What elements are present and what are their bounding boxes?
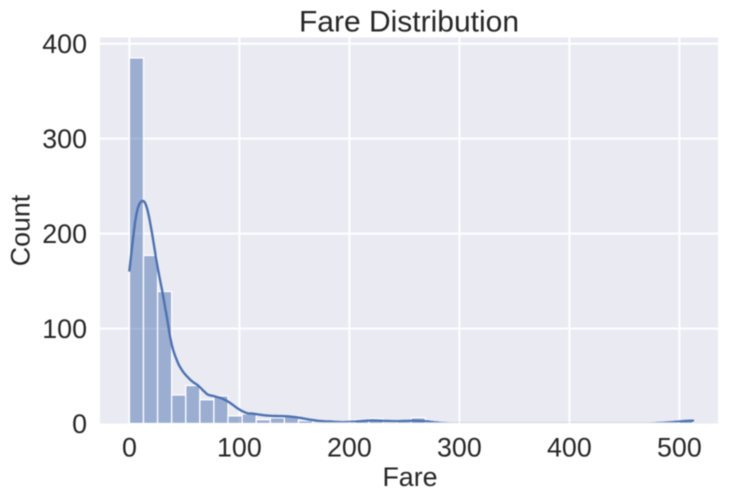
svg-text:100: 100	[42, 314, 87, 344]
svg-text:Fare Distribution: Fare Distribution	[299, 6, 519, 39]
svg-text:400: 400	[42, 29, 87, 59]
svg-text:200: 200	[42, 219, 87, 249]
svg-text:500: 500	[657, 432, 702, 462]
svg-text:0: 0	[72, 409, 87, 439]
svg-text:200: 200	[327, 432, 372, 462]
svg-text:300: 300	[42, 124, 87, 154]
svg-text:300: 300	[437, 432, 482, 462]
svg-text:400: 400	[547, 432, 592, 462]
svg-text:100: 100	[217, 432, 262, 462]
svg-text:Count: Count	[5, 194, 35, 266]
svg-text:0: 0	[122, 432, 137, 462]
svg-text:Fare: Fare	[382, 462, 437, 492]
